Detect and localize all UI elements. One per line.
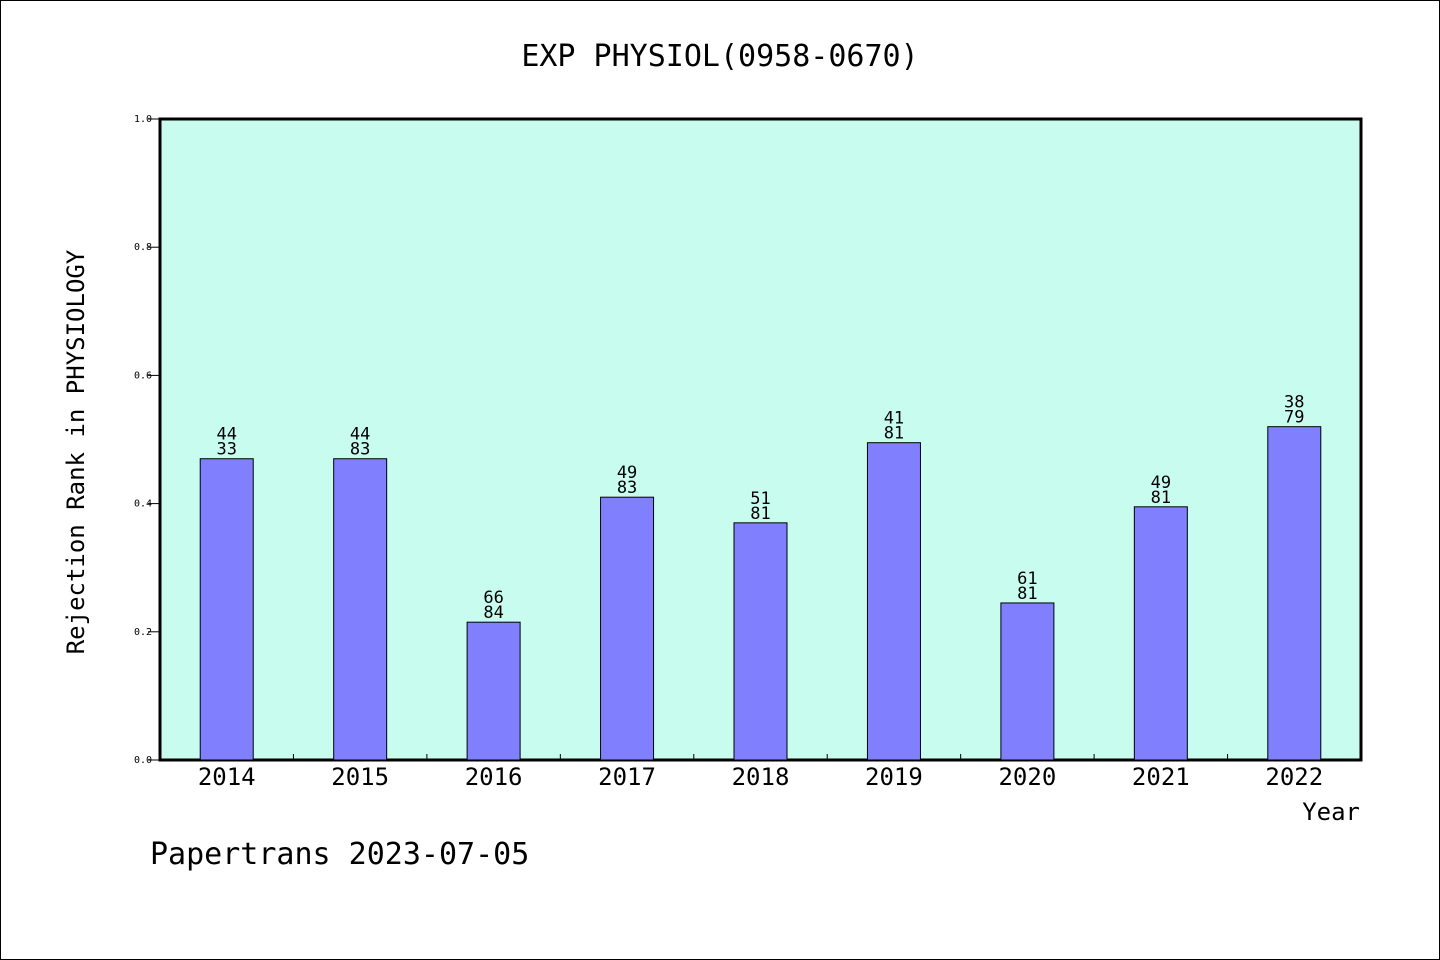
bar-label-top-2015: 44 [350, 425, 370, 445]
bar-label-bottom-2021: 81 [1151, 488, 1171, 508]
x-tick-label-2015: 2015 [331, 763, 389, 791]
bar-2019 [866, 442, 921, 761]
bar-label-top-2016: 66 [483, 588, 503, 608]
x-tick-label-2018: 2018 [732, 763, 790, 791]
chart-title: EXP PHYSIOL(0958-0670) [521, 39, 918, 74]
bar-label-bottom-2016: 84 [483, 603, 503, 623]
y-tick-label: 0.0 [134, 755, 152, 766]
x-tick-label-2020: 2020 [998, 763, 1056, 791]
bar-label-bottom-2014: 33 [216, 440, 236, 460]
x-tick-label-2019: 2019 [865, 763, 923, 791]
x-axis-ticks: 2014 2015 2016 2017 2018 2019 2020 2021 2022 [198, 754, 1323, 791]
y-tick-label: 0.6 [134, 370, 152, 381]
y-tick-label: 0.2 [134, 627, 152, 638]
bar-2020 [1000, 602, 1055, 761]
bar-label-top-2020: 61 [1017, 569, 1037, 589]
y-tick-label: 0.8 [134, 242, 152, 253]
x-tick-label-2021: 2021 [1132, 763, 1190, 791]
footer-credit: Papertrans 2023-07-05 [150, 837, 529, 872]
bar-label-bottom-2020: 81 [1017, 584, 1037, 604]
y-axis-ticks: 0.0 0.2 0.4 0.6 0.8 1.0 [134, 114, 160, 766]
y-tick-label: 1.0 [134, 114, 152, 125]
x-tick-label-2022: 2022 [1265, 763, 1323, 791]
bar-label-bottom-2018: 81 [750, 504, 770, 524]
bar-label-top-2021: 49 [1151, 473, 1171, 493]
x-tick-label-2016: 2016 [465, 763, 523, 791]
bar-2014 [199, 458, 254, 761]
bar-2015 [333, 458, 388, 761]
bar-label-top-2022: 38 [1284, 393, 1304, 413]
bar-label-bottom-2015: 83 [350, 440, 370, 460]
bar-label-top-2019: 41 [884, 409, 904, 429]
bar-2016 [466, 621, 521, 761]
bar-label-top-2017: 49 [617, 463, 637, 483]
bar-2017 [600, 496, 655, 761]
x-tick-label-2017: 2017 [598, 763, 656, 791]
bar-label-bottom-2017: 83 [617, 478, 637, 498]
bar-label-top-2018: 51 [750, 489, 770, 509]
x-tick-label-2014: 2014 [198, 763, 256, 791]
bar-label-bottom-2019: 81 [884, 424, 904, 444]
y-tick-label: 0.4 [134, 499, 152, 510]
bar-2018 [733, 522, 788, 761]
y-axis-label: Rejection Rank in PHYSIOLOGY [62, 249, 90, 654]
bar-label-bottom-2022: 79 [1284, 408, 1304, 428]
bar-label-top-2014: 44 [216, 425, 236, 445]
bar-2022 [1267, 426, 1322, 761]
x-axis-label: Year [1302, 798, 1360, 826]
bar-2021 [1133, 506, 1188, 761]
